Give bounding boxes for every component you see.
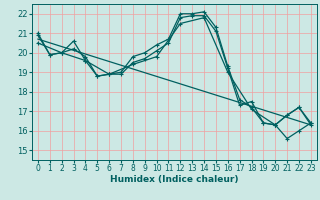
- X-axis label: Humidex (Indice chaleur): Humidex (Indice chaleur): [110, 175, 239, 184]
